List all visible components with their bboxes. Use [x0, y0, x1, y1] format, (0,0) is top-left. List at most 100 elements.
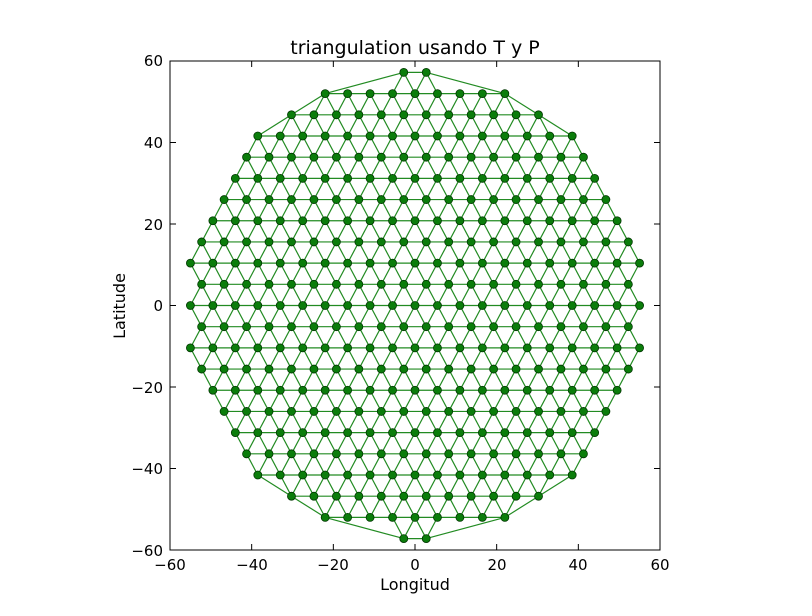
mesh-node [298, 216, 308, 226]
mesh-node [287, 237, 296, 247]
mesh-node [399, 407, 409, 416]
mesh-node [444, 279, 454, 289]
mesh-node [208, 343, 218, 353]
mesh-node [579, 407, 588, 416]
mesh-node [500, 343, 510, 353]
mesh-node [623, 237, 633, 247]
mesh-node [444, 110, 454, 120]
mesh-node [410, 301, 420, 310]
mesh-node [590, 173, 600, 183]
y-tick-label: −40 [131, 460, 163, 478]
mesh-node [275, 470, 285, 480]
mesh-edge [504, 495, 539, 518]
mesh-node [399, 279, 409, 289]
mesh-node [444, 152, 454, 162]
mesh-node [320, 258, 330, 268]
mesh-node [186, 258, 195, 268]
mesh-node [556, 279, 566, 289]
mesh-node [230, 385, 240, 395]
mesh-node [444, 449, 454, 459]
mesh-node [376, 110, 386, 120]
mesh-edge [325, 516, 404, 540]
mesh-node [489, 491, 499, 501]
mesh-node [242, 322, 251, 332]
mesh-node [612, 385, 622, 395]
mesh-node [466, 491, 476, 501]
mesh-node [230, 301, 240, 310]
mesh-node [208, 301, 218, 310]
mesh-node [410, 258, 420, 268]
mesh-node [343, 428, 353, 438]
mesh-node [455, 131, 465, 141]
mesh-node [320, 173, 330, 183]
mesh-node [343, 470, 353, 480]
mesh-node [320, 216, 330, 226]
mesh-node [275, 131, 285, 141]
mesh-node [477, 89, 487, 98]
mesh-edge [325, 71, 404, 95]
y-tick-label: 60 [144, 52, 163, 70]
mesh-node [511, 407, 521, 416]
mesh-node [421, 237, 431, 247]
mesh-node [219, 195, 229, 204]
mesh-node [331, 407, 341, 416]
mesh-node [511, 322, 521, 332]
mesh-node [489, 195, 499, 204]
mesh-node [354, 152, 364, 162]
mesh-edge [426, 516, 505, 540]
mesh-node [264, 195, 274, 204]
mesh-node [354, 364, 364, 374]
mesh-node [511, 491, 521, 501]
mesh-node [433, 89, 442, 98]
mesh-node [309, 407, 319, 416]
mesh-node [601, 407, 611, 416]
mesh-node [534, 364, 543, 374]
mesh-node [500, 258, 510, 268]
mesh-node [579, 195, 588, 204]
mesh-node [601, 195, 611, 204]
plot-area-frame [169, 60, 661, 551]
mesh-node [421, 322, 431, 332]
mesh-node [287, 491, 296, 501]
mesh-node [376, 279, 386, 289]
mesh-node [567, 428, 577, 438]
mesh-node [500, 131, 510, 141]
mesh-node [534, 110, 543, 120]
mesh-node [410, 343, 420, 353]
mesh-node [410, 216, 420, 226]
mesh-node [331, 279, 341, 289]
mesh-node [331, 237, 341, 247]
mesh-node [242, 364, 251, 374]
y-tick-label: 20 [144, 216, 163, 234]
mesh-node [354, 322, 364, 332]
x-axis-label: Longitud [380, 575, 450, 594]
mesh-node [444, 322, 454, 332]
mesh-node [388, 385, 397, 395]
mesh-node [309, 110, 319, 120]
mesh-node [567, 173, 577, 183]
x-tick-labels: −60 −40 −20 0 20 40 60 [154, 556, 669, 574]
y-tick-label: 40 [144, 134, 163, 152]
mesh-node [466, 110, 476, 120]
mesh-node [264, 237, 274, 247]
mesh-node [197, 237, 207, 247]
mesh-node [433, 258, 442, 268]
mesh-edge [426, 71, 505, 95]
mesh-edge [291, 495, 326, 518]
mesh-node [477, 385, 487, 395]
mesh-node [331, 110, 341, 120]
mesh-node [500, 301, 510, 310]
mesh-node [421, 68, 431, 77]
mesh-node [421, 364, 431, 374]
mesh-node [230, 343, 240, 353]
mesh-node [376, 407, 386, 416]
mesh-node [309, 195, 319, 204]
mesh-node [477, 343, 487, 353]
mesh-node [298, 470, 308, 480]
mesh-node [399, 152, 409, 162]
mesh-node [601, 237, 611, 247]
mesh-node [365, 301, 375, 310]
mesh-node [343, 131, 353, 141]
